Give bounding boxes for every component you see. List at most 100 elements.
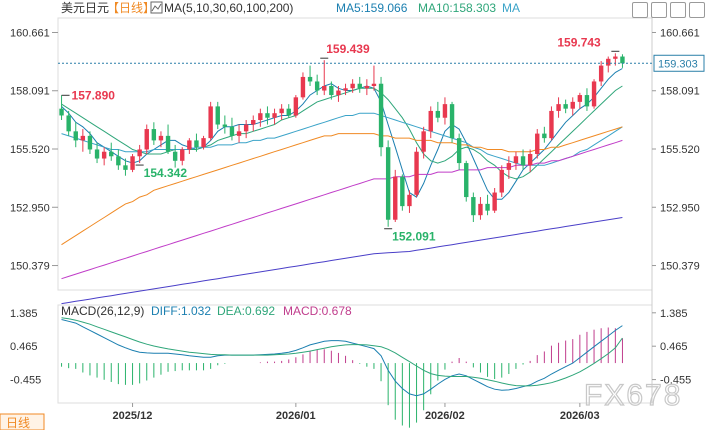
candle bbox=[201, 135, 206, 150]
plot-frame bbox=[57, 17, 653, 404]
price-tick-label-left: 158.091 bbox=[10, 86, 50, 98]
candle bbox=[527, 149, 533, 173]
candle bbox=[123, 158, 128, 176]
macd-axis: 1.385 1.385 0.465 0.465 -0.455 -0.455 bbox=[10, 308, 691, 387]
zoom-out-icon[interactable] bbox=[651, 2, 667, 18]
candle bbox=[172, 144, 178, 168]
period-tab-label[interactable]: 日线 bbox=[6, 416, 30, 430]
candle-body bbox=[556, 104, 561, 111]
candle bbox=[421, 126, 426, 159]
period-label[interactable]: 【日线】 bbox=[107, 1, 155, 15]
candle-body bbox=[265, 113, 270, 118]
candle-body bbox=[499, 169, 504, 193]
price-tick-label-left: 160.661 bbox=[10, 27, 50, 39]
candle-body bbox=[300, 76, 306, 98]
low-annotation: 154.342 bbox=[135, 164, 187, 180]
candle-body bbox=[258, 113, 263, 120]
candle bbox=[442, 97, 448, 125]
candle-body bbox=[598, 65, 604, 82]
period-tab[interactable]: 日线 bbox=[0, 413, 45, 430]
watermark: FX678 bbox=[584, 379, 682, 412]
candle bbox=[478, 197, 483, 220]
candle bbox=[66, 110, 71, 136]
current-price-label: 159.303 bbox=[658, 58, 698, 70]
candle-body bbox=[563, 104, 568, 109]
candle-body bbox=[620, 56, 625, 64]
candle bbox=[251, 115, 256, 132]
candle-body bbox=[456, 138, 462, 164]
candle bbox=[471, 192, 476, 222]
candle bbox=[208, 101, 213, 141]
candle-body bbox=[94, 149, 100, 159]
high-annotation: 157.890 bbox=[61, 88, 115, 102]
candle-body bbox=[414, 151, 419, 195]
candle-body bbox=[584, 95, 590, 107]
candle bbox=[87, 131, 93, 154]
candle bbox=[265, 106, 270, 125]
ma5-value: MA5:159.066 bbox=[336, 1, 408, 15]
candle bbox=[229, 117, 235, 141]
candle-body bbox=[215, 106, 220, 125]
zoom-in-icon[interactable] bbox=[632, 2, 648, 18]
fullscreen-icon[interactable] bbox=[689, 2, 705, 18]
candle-body bbox=[357, 83, 362, 89]
macd-diff-line bbox=[61, 319, 623, 397]
candle-body bbox=[407, 194, 412, 207]
high-low-annotations: 157.890 154.342 159.439 152.091 159.743 bbox=[61, 35, 620, 244]
candle bbox=[350, 79, 355, 93]
settings-icon[interactable] bbox=[670, 2, 686, 18]
candle-body bbox=[350, 83, 355, 89]
macd-tick-label-left: 1.385 bbox=[10, 308, 38, 320]
candle-body bbox=[87, 135, 93, 150]
candle bbox=[109, 142, 114, 161]
candle bbox=[187, 138, 192, 154]
candle bbox=[414, 147, 419, 198]
high-annotation: 159.743 bbox=[557, 35, 620, 52]
macd-tick-label-right: 0.465 bbox=[660, 341, 688, 353]
candle bbox=[542, 126, 547, 143]
candle bbox=[130, 154, 135, 173]
candle bbox=[535, 129, 540, 159]
candle-body bbox=[421, 131, 426, 152]
chart-header: 美元日元 【日线】 MA(5,10,30,60,100,200) MA5:159… bbox=[61, 1, 520, 15]
candle bbox=[606, 56, 611, 73]
candle bbox=[570, 97, 575, 116]
moving-average-lines bbox=[61, 68, 623, 305]
candle-body bbox=[251, 120, 256, 125]
candle-body bbox=[109, 151, 114, 157]
candle bbox=[180, 147, 185, 166]
ma-more-label: MA bbox=[502, 1, 520, 15]
macd-hist-value: MACD:0.678 bbox=[283, 304, 352, 318]
date-tick-label: 2026/01 bbox=[276, 410, 316, 422]
date-tick-label: 2025/12 bbox=[113, 410, 153, 422]
candle bbox=[300, 72, 306, 100]
candle bbox=[158, 131, 164, 148]
annotation-label: 159.439 bbox=[326, 42, 370, 56]
ma10-value: MA10:158.303 bbox=[418, 1, 496, 15]
candle bbox=[336, 86, 341, 102]
chart-type-icon[interactable] bbox=[150, 1, 163, 14]
candle-body bbox=[520, 156, 526, 166]
candle bbox=[215, 101, 220, 130]
candle-body bbox=[243, 124, 249, 132]
candle bbox=[94, 142, 100, 164]
candle bbox=[307, 65, 313, 86]
candle-body bbox=[144, 129, 149, 150]
price-tick-label-right: 150.379 bbox=[660, 261, 700, 273]
candle-body bbox=[307, 76, 313, 82]
candle-body bbox=[570, 101, 575, 109]
candle-body bbox=[158, 135, 164, 141]
annotation-label: 159.743 bbox=[557, 35, 601, 49]
current-price-box bbox=[653, 54, 705, 72]
candle-body bbox=[549, 110, 554, 139]
candle-body bbox=[535, 133, 540, 154]
candle bbox=[435, 101, 441, 123]
macd-dea-value: DEA:0.692 bbox=[217, 304, 275, 318]
candle bbox=[407, 190, 412, 213]
chart-toolbar bbox=[632, 2, 705, 18]
candle bbox=[343, 83, 348, 96]
candle-body bbox=[322, 86, 327, 91]
macd-panel bbox=[61, 317, 623, 428]
candle bbox=[577, 92, 583, 109]
candle-body bbox=[116, 156, 121, 166]
